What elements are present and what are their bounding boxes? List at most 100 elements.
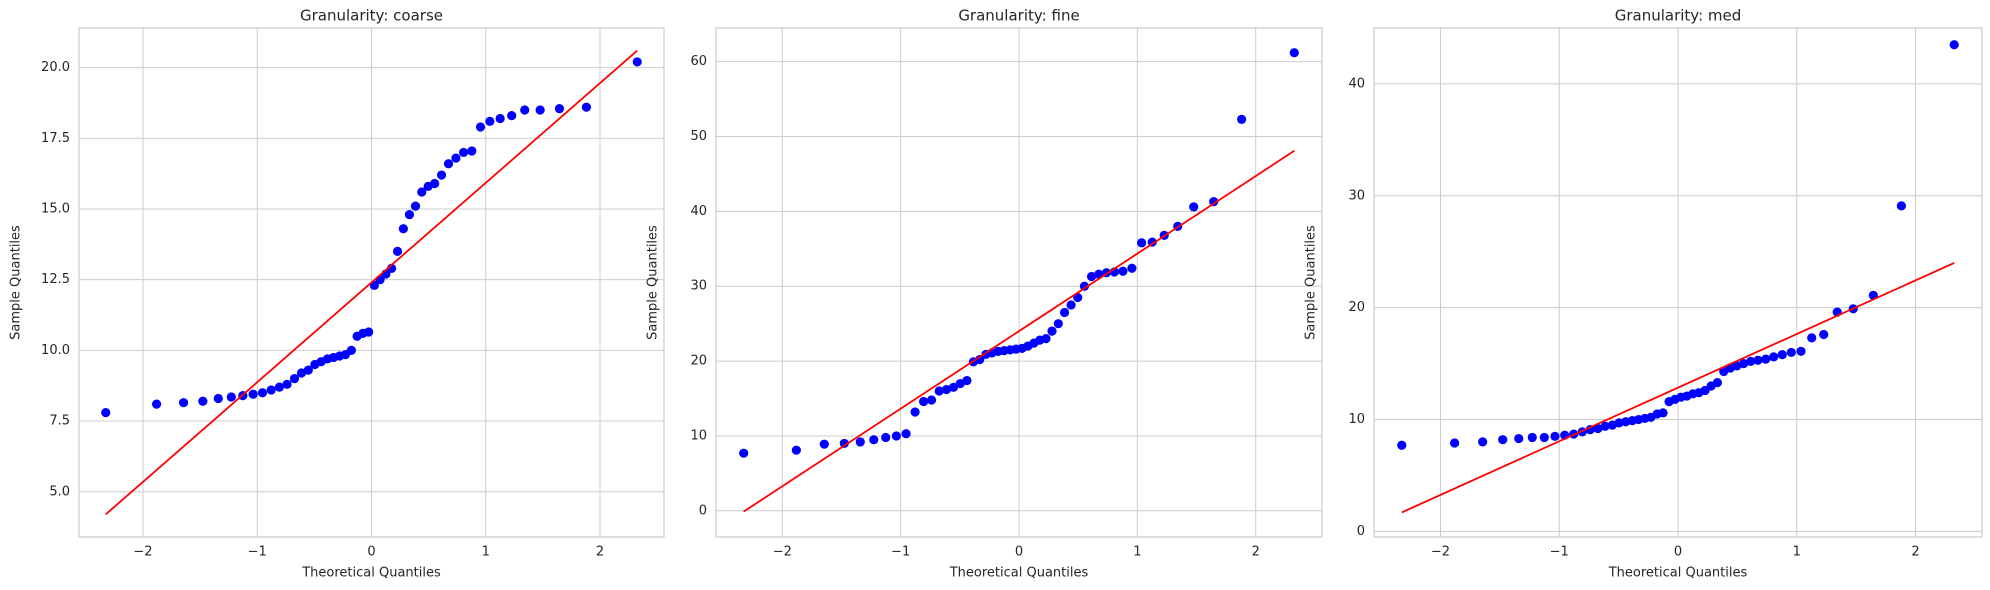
fit-line [743, 150, 1295, 513]
point [436, 170, 447, 180]
point [1777, 350, 1787, 360]
point [1796, 346, 1806, 356]
point [1079, 281, 1090, 291]
plot-frame [715, 27, 1323, 538]
point [891, 431, 901, 441]
x-tick-label: 1 [1133, 545, 1141, 560]
point [1086, 271, 1097, 282]
point [926, 395, 937, 405]
x-tick-label: 0 [1674, 545, 1682, 560]
point [1769, 352, 1779, 362]
y-tick-label: 0 [1357, 524, 1365, 539]
y-tick-label: 60 [690, 54, 707, 69]
point [962, 375, 972, 386]
point [901, 429, 911, 439]
point [364, 327, 374, 337]
point [535, 105, 545, 115]
point [819, 439, 829, 449]
y-tick-label: 5.0 [49, 484, 70, 499]
y-tick-label: 40 [690, 204, 707, 219]
y-tick-label: 7.5 [49, 414, 70, 429]
point [458, 147, 469, 158]
point [1761, 354, 1771, 364]
point [1289, 48, 1299, 58]
point [791, 445, 801, 455]
x-tick-label: 2 [1911, 545, 1919, 560]
point [1712, 378, 1723, 388]
point [213, 393, 223, 404]
point [274, 382, 285, 392]
point [451, 153, 461, 163]
point [485, 116, 495, 126]
point [1514, 433, 1524, 444]
x-tick-label: −2 [773, 545, 792, 560]
subplot-title: Granularity: med [1615, 7, 1742, 25]
subplot: Granularity: med−2 −1 0 1 2010203040Theoreti… [1304, 7, 1983, 581]
point [257, 388, 268, 398]
point [1753, 355, 1763, 365]
point [1237, 114, 1247, 124]
x-tick-label: −1 [248, 545, 267, 560]
subplot-title: Granularity: coarse [300, 7, 443, 25]
point [1397, 440, 1407, 450]
y-tick-label: 20 [1348, 300, 1365, 315]
x-tick-label: 0 [1015, 545, 1023, 560]
point [934, 386, 944, 396]
point [941, 384, 952, 395]
fit-line [1401, 262, 1955, 514]
point [881, 432, 891, 443]
point [855, 437, 865, 447]
point [1658, 408, 1668, 418]
y-tick-label: 20 [690, 354, 707, 369]
point [1949, 40, 1959, 50]
fit-line [105, 49, 638, 516]
point [1118, 266, 1128, 276]
point [248, 389, 258, 399]
x-axis-label: Theoretical Quantiles [949, 566, 1089, 581]
x-axis-label: Theoretical Quantiles [301, 566, 441, 581]
point [1807, 333, 1817, 343]
point [632, 57, 642, 67]
point [1539, 432, 1549, 443]
point [151, 399, 162, 409]
point [443, 159, 454, 169]
y-tick-label: 30 [690, 279, 707, 294]
y-axis-label: Sample Quantiles [1304, 225, 1319, 340]
point [507, 111, 517, 121]
point [1041, 334, 1051, 344]
y-axis-label: Sample Quantiles [9, 225, 24, 340]
x-tick-label: 0 [367, 545, 375, 560]
point [910, 407, 920, 417]
point [289, 374, 300, 384]
point [1127, 263, 1137, 273]
point [948, 382, 959, 392]
y-tick-label: 50 [690, 129, 707, 144]
point [392, 246, 403, 256]
point [1819, 329, 1829, 340]
point [1189, 202, 1199, 212]
point [919, 396, 929, 407]
point [475, 122, 486, 132]
point [1450, 438, 1460, 448]
point [1498, 435, 1508, 445]
plot-frame [1373, 27, 1983, 538]
y-tick-label: 12.5 [41, 272, 70, 287]
y-tick-label: 17.5 [41, 131, 70, 146]
y-tick-label: 10 [690, 428, 707, 443]
x-tick-label: −2 [133, 545, 152, 560]
point [839, 438, 849, 449]
point [1896, 201, 1906, 211]
point [1593, 423, 1603, 434]
point [266, 385, 276, 395]
x-tick-label: 2 [596, 545, 604, 560]
point [282, 379, 292, 389]
subplot: Granularity: coarse −2 −1 0 1 2 5.0 7.5 10.0 12.5… [9, 7, 665, 581]
point [1527, 432, 1537, 443]
point [467, 146, 477, 156]
point [417, 187, 427, 197]
subplot-title: Granularity: fine [958, 7, 1079, 25]
x-tick-label: −1 [1550, 545, 1569, 560]
point [869, 435, 879, 445]
y-tick-label: 10 [1348, 412, 1365, 427]
